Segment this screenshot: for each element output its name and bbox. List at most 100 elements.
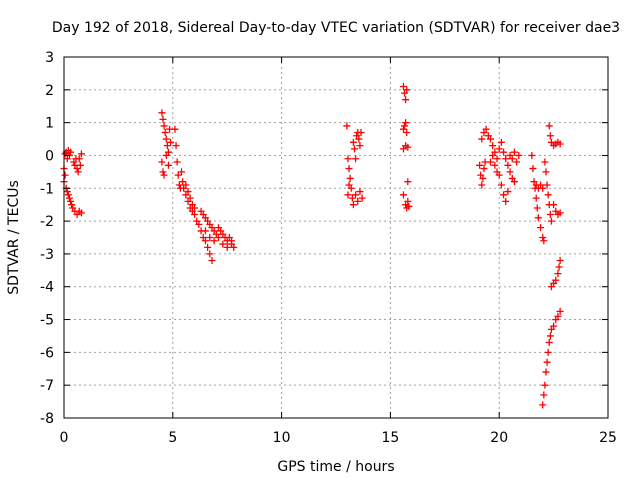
data-point xyxy=(545,122,553,130)
data-point xyxy=(403,86,411,94)
data-point xyxy=(539,401,547,409)
data-point xyxy=(402,119,410,127)
data-point xyxy=(357,128,365,136)
data-point xyxy=(175,181,183,189)
data-point xyxy=(486,158,494,166)
data-point xyxy=(506,168,514,176)
data-point xyxy=(480,165,488,173)
data-point xyxy=(543,181,551,189)
data-point xyxy=(401,122,409,130)
x-tick-label: 10 xyxy=(273,430,291,446)
data-point xyxy=(539,184,547,192)
data-point xyxy=(61,171,69,179)
y-tick-label: -3 xyxy=(40,247,54,263)
data-point xyxy=(533,204,541,212)
data-point xyxy=(230,243,238,251)
data-point xyxy=(399,83,407,91)
y-tick-label: 1 xyxy=(45,116,54,132)
data-point xyxy=(178,168,186,176)
data-point xyxy=(65,194,73,202)
data-point xyxy=(171,125,179,133)
data-point xyxy=(358,194,366,202)
tick-layer: 0 5 10 15 20 25 -8 -7 -6 -5 -4 -3 -2 -1 0 1 2 3 xyxy=(40,50,617,446)
data-point xyxy=(158,158,166,166)
data-point xyxy=(544,348,552,356)
y-tick-label: -2 xyxy=(40,214,54,230)
data-point xyxy=(550,322,558,330)
data-point xyxy=(510,148,518,156)
data-point xyxy=(344,155,352,163)
data-point xyxy=(174,171,182,179)
data-point xyxy=(497,138,505,146)
data-point xyxy=(355,135,363,143)
data-point xyxy=(546,211,554,219)
data-point xyxy=(489,142,497,150)
data-point xyxy=(556,256,564,264)
data-point xyxy=(158,109,166,117)
data-point xyxy=(172,142,180,150)
data-point xyxy=(356,142,364,150)
data-point xyxy=(405,202,413,210)
x-tick-label: 0 xyxy=(60,430,69,446)
data-point xyxy=(556,307,564,315)
x-axis-label: GPS time / hours xyxy=(277,459,394,475)
data-point xyxy=(399,191,407,199)
y-tick-label: 0 xyxy=(45,148,54,164)
data-point xyxy=(61,150,69,158)
data-point xyxy=(502,155,510,163)
data-point xyxy=(201,237,209,245)
data-point xyxy=(404,143,412,151)
data-point xyxy=(348,194,356,202)
data-point xyxy=(179,178,187,186)
data-point xyxy=(489,151,497,159)
data-point xyxy=(542,168,550,176)
data-point xyxy=(191,211,199,219)
data-layer xyxy=(60,83,564,409)
data-point xyxy=(513,158,521,166)
data-point xyxy=(206,250,214,258)
data-point xyxy=(77,209,85,217)
data-point xyxy=(556,140,564,148)
y-tick-label: -6 xyxy=(40,345,54,361)
data-point xyxy=(542,368,550,376)
data-point xyxy=(534,214,542,222)
data-point xyxy=(515,151,523,159)
data-point xyxy=(214,234,222,241)
data-point xyxy=(228,237,236,245)
data-point xyxy=(162,151,170,159)
data-point xyxy=(544,191,552,199)
data-point xyxy=(356,188,364,196)
data-point xyxy=(77,150,85,158)
data-point xyxy=(500,148,508,156)
data-point xyxy=(210,237,218,245)
data-point xyxy=(403,128,411,136)
y-axis-label: SDTVAR / TECUs xyxy=(6,180,22,295)
y-tick-label: -5 xyxy=(40,313,54,329)
data-point xyxy=(554,270,562,278)
y-tick-label: 3 xyxy=(45,50,54,66)
data-point xyxy=(545,339,553,347)
y-tick-label: -4 xyxy=(40,280,54,296)
data-point xyxy=(191,204,199,212)
data-point xyxy=(162,135,170,143)
data-point xyxy=(159,168,167,176)
x-tick-label: 15 xyxy=(381,430,399,446)
data-point xyxy=(500,191,508,199)
data-point xyxy=(204,243,212,251)
data-point xyxy=(546,132,554,140)
data-point xyxy=(546,332,554,340)
data-point xyxy=(159,115,167,123)
data-point xyxy=(508,155,516,163)
data-point xyxy=(164,161,172,169)
data-point xyxy=(173,158,181,166)
data-point xyxy=(68,201,76,209)
data-point xyxy=(504,161,512,169)
chart-title: Day 192 of 2018, Sidereal Day-to-day VTE… xyxy=(52,20,620,36)
data-point xyxy=(352,191,360,199)
data-point xyxy=(73,165,81,173)
data-point xyxy=(478,135,486,143)
data-point xyxy=(399,125,407,133)
data-point xyxy=(219,240,227,248)
data-point xyxy=(186,194,194,202)
